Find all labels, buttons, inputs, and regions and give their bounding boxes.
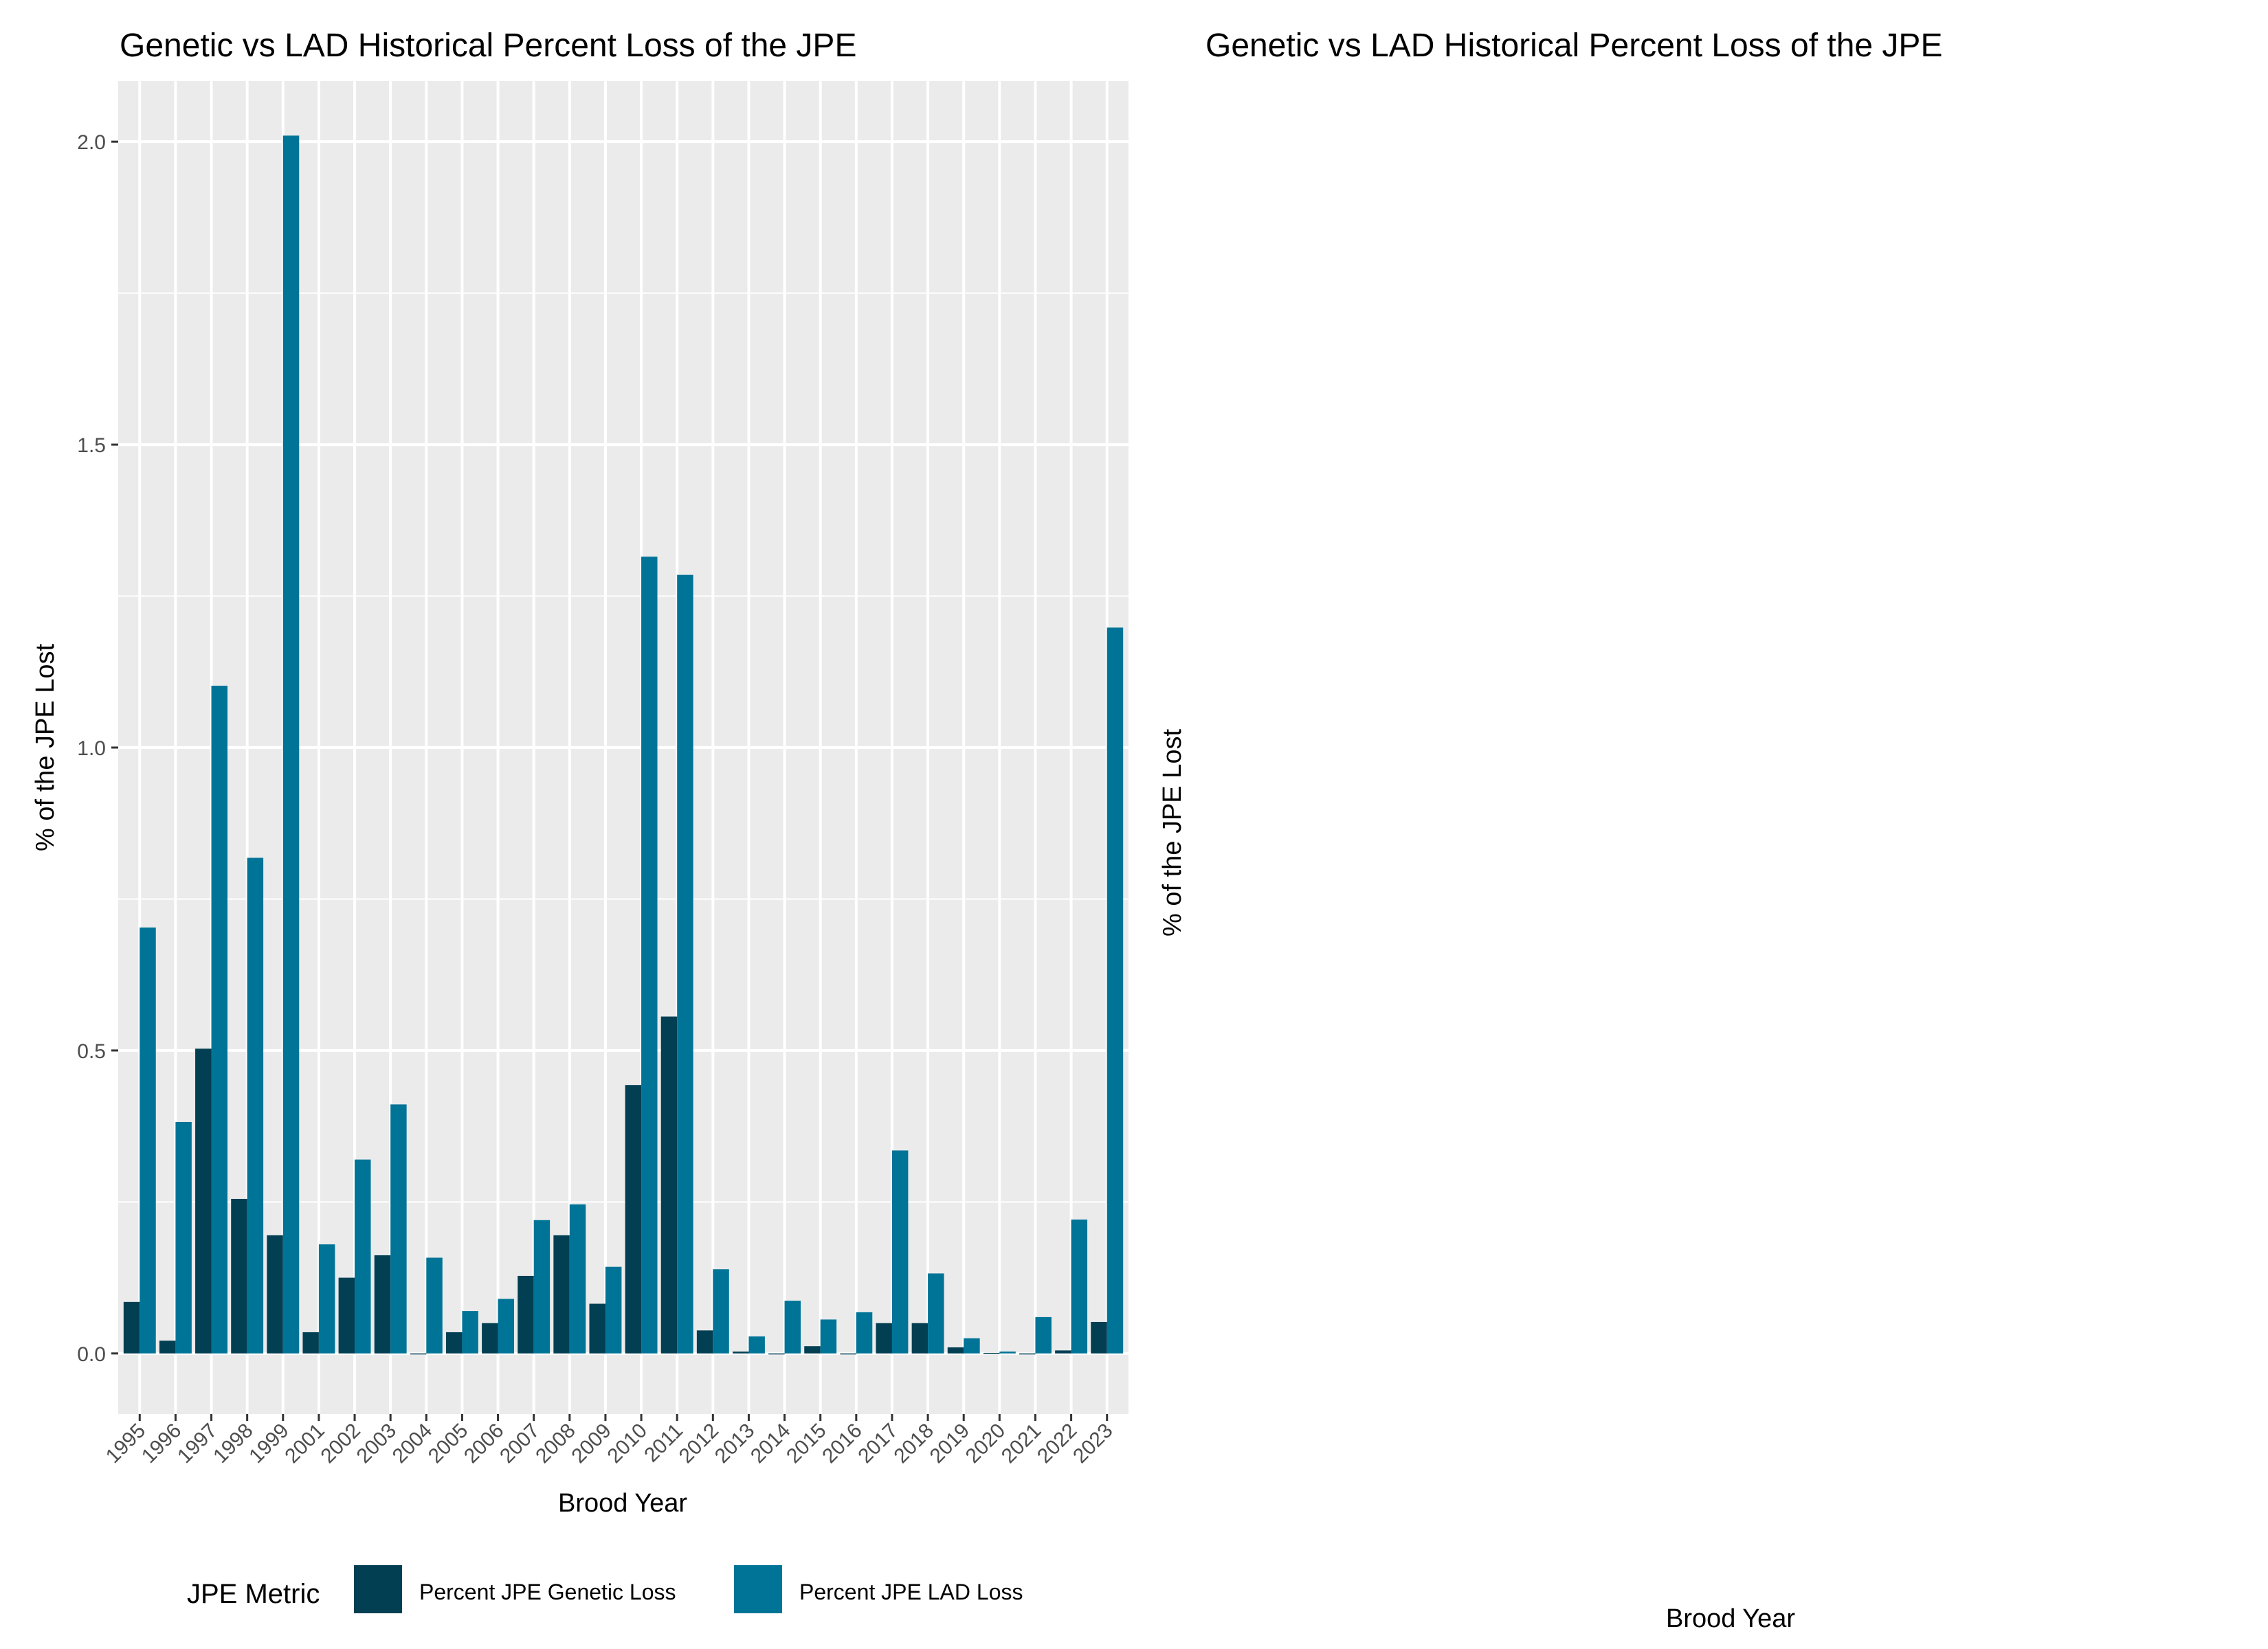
bar-lad-2013 [748,1336,765,1354]
bar-genetic-2008 [553,1235,570,1354]
left-chart-title: Genetic vs LAD Historical Percent Loss o… [120,27,856,64]
bar-lad-2020 [999,1351,1016,1354]
bar-genetic-2020 [983,1352,1000,1354]
bar-genetic-2003 [374,1255,391,1354]
bar-lad-2012 [713,1269,729,1354]
bar-lad-2016 [856,1312,873,1354]
bar-lad-2003 [390,1104,407,1354]
bar-lad-2018 [928,1273,944,1354]
bar-genetic-2004 [410,1353,427,1355]
bar-genetic-2007 [518,1275,534,1354]
bar-lad-2007 [533,1220,551,1354]
y-tick-label: 1.5 [77,434,106,457]
y-tick-label: 0.0 [77,1343,106,1366]
legend: JPE Metric Percent JPE Genetic Loss Perc… [187,1565,1023,1613]
bar-lad-2017 [891,1150,909,1354]
bar-lad-2021 [1035,1316,1052,1354]
left-chart: Genetic vs LAD Historical Percent Loss o… [31,27,1129,1518]
right-chart-title: Genetic vs LAD Historical Percent Loss o… [1205,27,1942,64]
bar-genetic-1996 [159,1340,176,1354]
bar-genetic-2021 [1019,1353,1036,1355]
bar-lad-1996 [175,1121,192,1354]
bar-genetic-2011 [660,1016,678,1354]
bar-lad-1995 [140,927,156,1354]
legend-key-lad [734,1565,782,1613]
bar-lad-2011 [677,574,693,1354]
bar-lad-2019 [964,1338,980,1354]
legend-label-genetic: Percent JPE Genetic Loss [419,1580,676,1604]
bar-genetic-2005 [445,1332,463,1354]
left-y-axis-title: % of the JPE Lost [31,644,60,851]
right-y-axis-title: % of the JPE Lost [1158,729,1187,936]
bar-genetic-2017 [876,1323,892,1354]
bar-lad-2022 [1071,1219,1088,1354]
bar-lad-1998 [247,857,264,1354]
bar-lad-2023 [1107,627,1124,1354]
bar-genetic-1995 [123,1301,140,1354]
bar-genetic-2002 [338,1277,355,1354]
bar-genetic-1999 [267,1235,283,1354]
bar-lad-2001 [318,1244,335,1354]
bar-lad-1997 [211,686,227,1354]
bar-genetic-2014 [768,1353,785,1355]
left-bars [123,135,1124,1355]
y-tick-label: 1.0 [77,737,106,760]
bar-lad-2008 [569,1204,586,1354]
left-x-axis-title: Brood Year [558,1489,687,1518]
bar-lad-2002 [355,1159,371,1354]
bar-lad-2014 [784,1301,801,1354]
left-y-axis: 0.0 0.5 1.0 1.5 2.0 [77,131,118,1366]
legend-title: JPE Metric [187,1579,320,1609]
bar-genetic-2012 [696,1330,713,1354]
bar-lad-2009 [605,1266,622,1354]
bar-lad-2005 [462,1311,478,1354]
right-chart: Genetic vs LAD Historical Percent Loss o… [1158,27,1942,1633]
bar-lad-1999 [282,135,300,1354]
legend-label-lad: Percent JPE LAD Loss [799,1580,1023,1604]
bar-lad-2004 [426,1257,443,1354]
bar-genetic-2009 [589,1303,605,1354]
y-tick-label: 0.5 [77,1040,106,1063]
bar-genetic-1998 [231,1198,247,1354]
bar-lad-2010 [641,557,658,1354]
bar-genetic-1997 [195,1048,212,1354]
bar-lad-2015 [820,1319,837,1354]
bar-genetic-2015 [804,1346,821,1354]
bar-genetic-2019 [947,1347,964,1354]
bar-genetic-2010 [625,1085,642,1354]
bar-lad-2006 [498,1299,515,1354]
right-x-axis-title: Brood Year [1666,1604,1795,1633]
legend-key-genetic [354,1565,402,1613]
bar-genetic-2013 [732,1351,749,1354]
y-tick-label: 2.0 [77,131,106,154]
bar-genetic-2016 [840,1353,856,1355]
bar-genetic-2022 [1055,1350,1071,1354]
bar-genetic-2018 [911,1323,929,1354]
bar-genetic-2023 [1091,1321,1107,1354]
bar-genetic-2006 [482,1323,498,1354]
bar-genetic-2001 [302,1332,319,1354]
